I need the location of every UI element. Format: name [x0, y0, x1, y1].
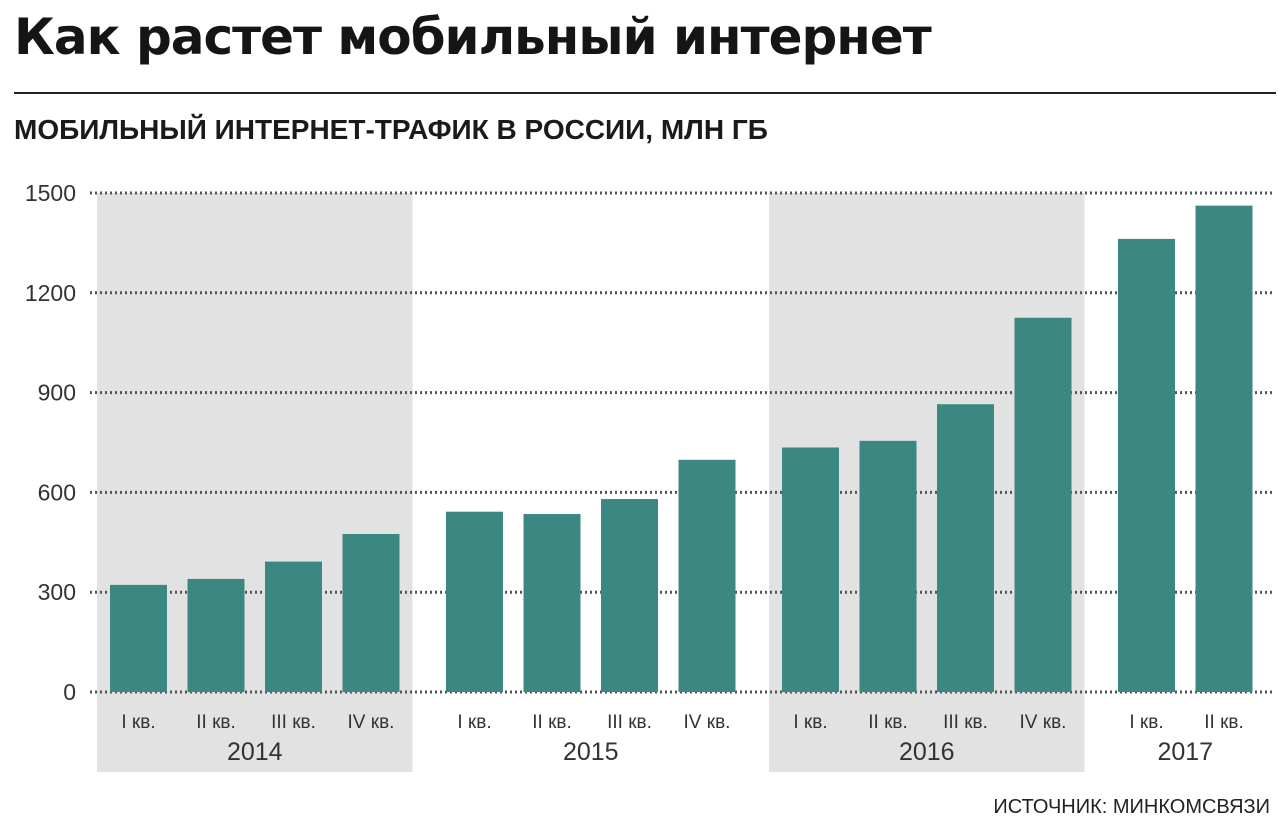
year-label-2014: 2014: [227, 738, 283, 766]
title-divider: [14, 92, 1276, 94]
quarter-label-2015-q1: I кв.: [457, 712, 491, 733]
quarter-label-2015-q4: IV кв.: [684, 712, 731, 733]
quarter-label-2016-q3: III кв.: [943, 712, 988, 733]
bar-2015-q4: [678, 459, 736, 692]
quarter-label-2014-q1: I кв.: [121, 712, 155, 733]
quarter-label-2017-q2: II кв.: [1204, 712, 1244, 733]
bar-2016-q2: [859, 440, 917, 692]
bar-2016-q3: [937, 404, 994, 692]
year-label-2016: 2016: [899, 738, 955, 766]
source-note: ИСТОЧНИК: МИНКОМСВЯЗИ: [993, 796, 1270, 818]
quarter-label-2014-q3: III кв.: [271, 712, 316, 733]
quarter-label-2014-q2: II кв.: [196, 712, 236, 733]
bar-2017-q2: [1195, 205, 1253, 692]
bar-2015-q2: [523, 514, 581, 692]
bar-2014-q2: [187, 578, 245, 692]
chart-subtitle: МОБИЛЬНЫЙ ИНТЕРНЕТ-ТРАФИК В РОССИИ, МЛН …: [14, 114, 768, 145]
year-label-2015: 2015: [563, 738, 619, 766]
y-tick-label-600: 600: [38, 479, 76, 505]
y-tick-label-1200: 1200: [25, 280, 76, 306]
y-tick-label-300: 300: [38, 579, 76, 605]
bar-2016-q4: [1014, 317, 1072, 692]
quarter-label-2017-q1: I кв.: [1129, 712, 1163, 733]
y-tick-label-0: 0: [63, 679, 76, 705]
y-tick-label-1500: 1500: [25, 180, 76, 206]
quarter-label-2016-q2: II кв.: [868, 712, 908, 733]
year-label-2017: 2017: [1157, 738, 1213, 766]
bar-2015-q3: [601, 499, 658, 692]
y-tick-label-900: 900: [38, 380, 76, 406]
quarter-label-2016-q4: IV кв.: [1020, 712, 1067, 733]
bar-2014-q3: [265, 561, 322, 692]
bar-2016-q1: [782, 447, 839, 692]
bar-2017-q1: [1118, 238, 1175, 692]
bar-2014-q4: [342, 533, 400, 692]
quarter-label-2015-q3: III кв.: [607, 712, 652, 733]
quarter-label-2016-q1: I кв.: [793, 712, 827, 733]
quarter-label-2014-q4: IV кв.: [348, 712, 395, 733]
chart-title: Как растет мобильный интернет: [14, 8, 932, 66]
bar-2015-q1: [446, 511, 503, 692]
bar-2014-q1: [110, 584, 167, 692]
quarter-label-2015-q2: II кв.: [532, 712, 572, 733]
